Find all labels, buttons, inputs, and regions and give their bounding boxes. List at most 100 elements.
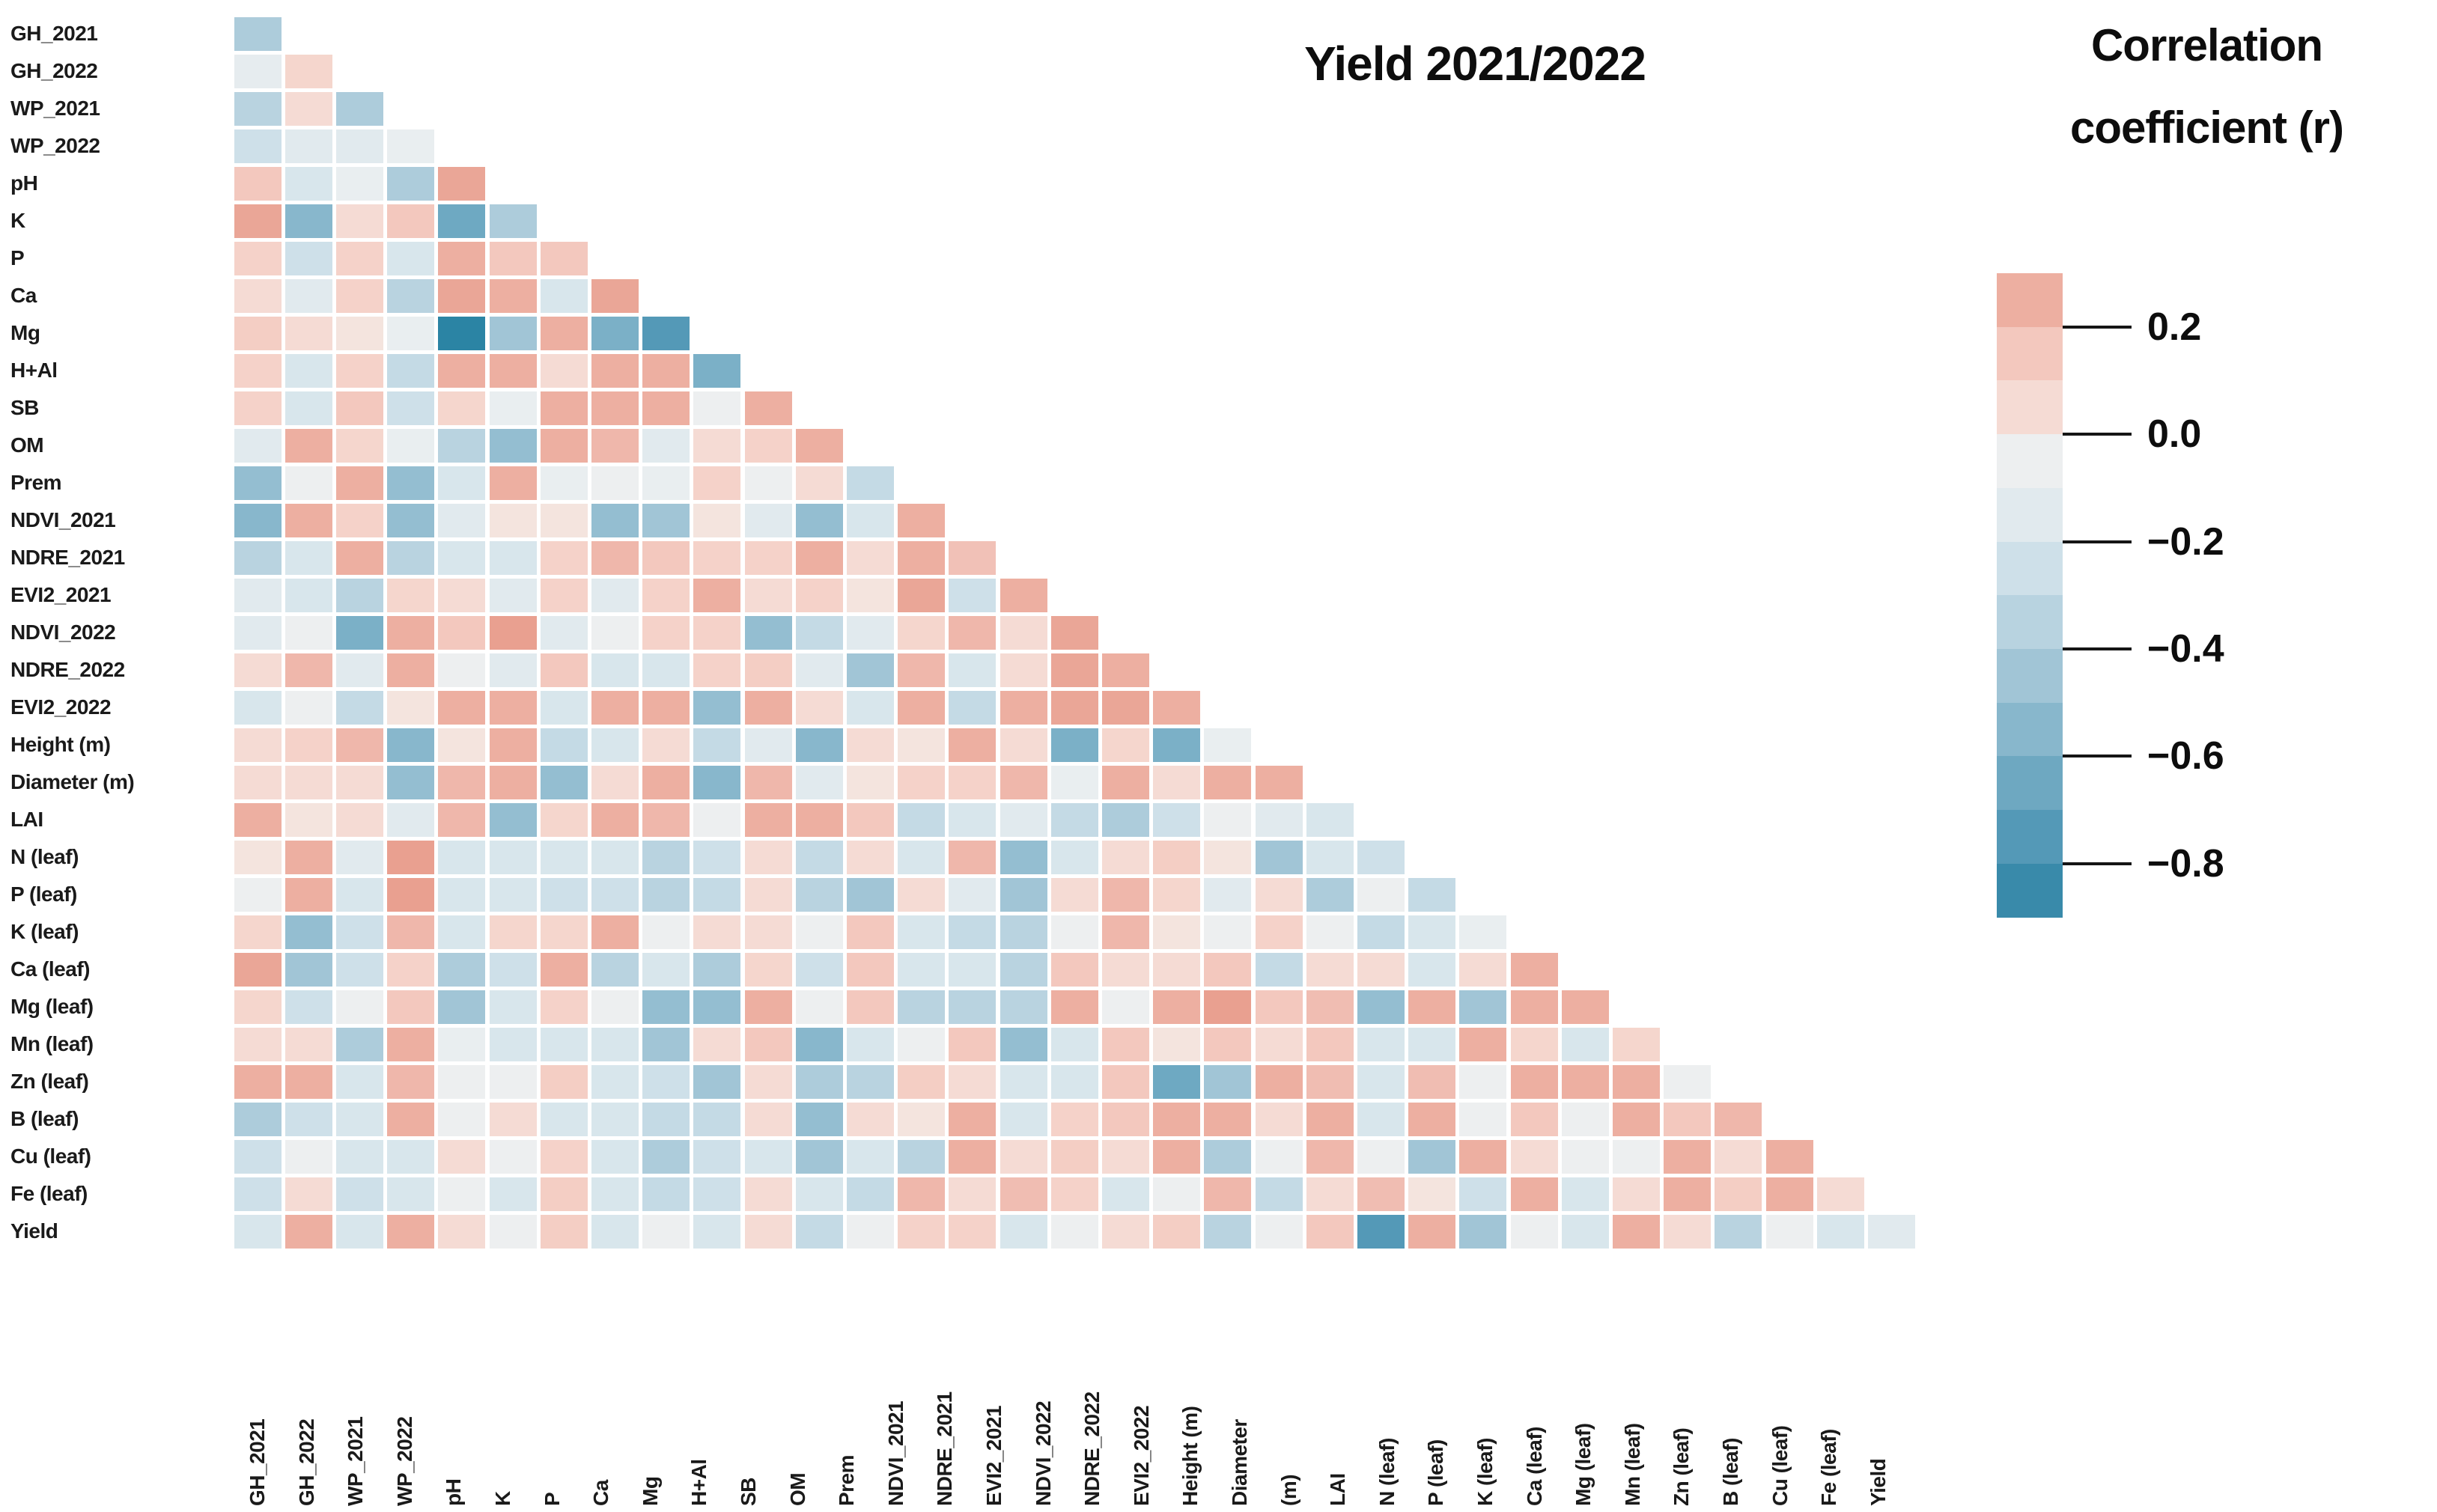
- heatmap-cell: [1306, 1027, 1354, 1061]
- heatmap-cell: [744, 653, 792, 687]
- heatmap-cell: [335, 952, 384, 987]
- heatmap-cell: [1101, 1214, 1150, 1249]
- heatmap-cell: [591, 578, 639, 612]
- heatmap-cell: [591, 428, 639, 463]
- heatmap-cell: [387, 391, 435, 425]
- heatmap-cell: [489, 540, 537, 575]
- colorbar-segment: [1997, 434, 2063, 489]
- heatmap-cell: [540, 653, 588, 687]
- heatmap-cell: [693, 540, 741, 575]
- heatmap-cell: [387, 353, 435, 388]
- heatmap-cell: [1459, 1064, 1507, 1099]
- heatmap-cell: [540, 765, 588, 799]
- heatmap-cell: [438, 877, 486, 912]
- heatmap-cell: [642, 578, 690, 612]
- colorbar-segment: [1997, 702, 2063, 757]
- heatmap-cell: [387, 129, 435, 163]
- heatmap-cell: [540, 915, 588, 949]
- heatmap-cell: [1561, 1064, 1609, 1099]
- colorbar-segment: [1997, 273, 2063, 328]
- x-axis-label: Mn (leaf): [1620, 1423, 1644, 1506]
- heatmap-cell: [540, 802, 588, 837]
- heatmap-cell: [1000, 1177, 1047, 1211]
- heatmap-cell: [1000, 1139, 1047, 1174]
- heatmap-cell: [285, 391, 332, 425]
- heatmap-cell: [642, 316, 690, 350]
- heatmap-cell: [438, 540, 486, 575]
- heatmap-cell: [1765, 1139, 1813, 1174]
- heatmap-cell: [1306, 990, 1354, 1024]
- heatmap-cell: [438, 840, 486, 874]
- x-axis-label: LAI: [1326, 1473, 1350, 1506]
- y-axis-label: EVI2_2021: [10, 583, 112, 606]
- y-axis-label: GH_2022: [10, 59, 98, 82]
- heatmap-cell: [591, 1102, 639, 1136]
- x-axis-label: Ca: [589, 1480, 613, 1506]
- heatmap-cell: [1050, 615, 1098, 650]
- heatmap-cell: [1459, 1177, 1507, 1211]
- heatmap-cell: [1408, 1139, 1456, 1174]
- heatmap-cell: [489, 1214, 537, 1249]
- heatmap-cell: [949, 840, 997, 874]
- heatmap-cell: [285, 129, 332, 163]
- heatmap-cell: [489, 877, 537, 912]
- heatmap-cell: [285, 278, 332, 313]
- heatmap-cell: [387, 1139, 435, 1174]
- heatmap-cell: [642, 1214, 690, 1249]
- x-axis-label: Fe (leaf): [1817, 1429, 1841, 1506]
- heatmap-cell: [489, 1177, 537, 1211]
- heatmap-cell: [489, 241, 537, 275]
- x-axis-label: NDVI_2022: [1031, 1400, 1055, 1506]
- heatmap-cell: [1357, 990, 1405, 1024]
- heatmap-cell: [438, 1214, 486, 1249]
- heatmap-cell: [540, 1064, 588, 1099]
- heatmap-cell: [1101, 915, 1150, 949]
- y-axis-label: Cu (leaf): [10, 1144, 91, 1168]
- heatmap-cell: [1459, 990, 1507, 1024]
- heatmap-cell: [1255, 765, 1303, 799]
- heatmap-cell: [591, 540, 639, 575]
- heatmap-cell: [234, 952, 282, 987]
- heatmap-cell: [949, 728, 997, 762]
- heatmap-cell: [642, 728, 690, 762]
- heatmap-cell: [335, 915, 384, 949]
- heatmap-cell: [285, 952, 332, 987]
- heatmap-cell: [335, 728, 384, 762]
- y-axis-label: pH: [10, 171, 38, 195]
- heatmap-cell: [642, 915, 690, 949]
- heatmap-cell: [1306, 877, 1354, 912]
- heatmap-cell: [1050, 1177, 1098, 1211]
- heatmap-cell: [387, 540, 435, 575]
- heatmap-cell: [1408, 877, 1456, 912]
- heatmap-cell: [591, 353, 639, 388]
- heatmap-cell: [234, 241, 282, 275]
- y-axis-label: H+Al: [10, 359, 58, 382]
- heatmap-cell: [285, 166, 332, 201]
- y-axis-label: NDVI_2021: [10, 508, 116, 531]
- heatmap-cell: [591, 653, 639, 687]
- y-axis-label: WP_2022: [10, 134, 100, 157]
- heatmap-cell: [846, 540, 895, 575]
- heatmap-cell: [335, 840, 384, 874]
- heatmap-cell: [1204, 802, 1252, 837]
- heatmap-cell: [846, 615, 895, 650]
- y-axis-label: SB: [10, 396, 39, 419]
- heatmap-cell: [489, 428, 537, 463]
- heatmap-cell: [387, 204, 435, 238]
- heatmap-cell: [438, 690, 486, 725]
- heatmap-cell: [1000, 653, 1047, 687]
- heatmap-cell: [387, 952, 435, 987]
- x-axis-label: WP_2021: [344, 1416, 368, 1506]
- heatmap-cell: [642, 503, 690, 537]
- heatmap-cell: [744, 503, 792, 537]
- heatmap-cell: [1000, 990, 1047, 1024]
- heatmap-cell: [693, 728, 741, 762]
- x-axis-label: Mg (leaf): [1572, 1423, 1595, 1506]
- heatmap-cell: [540, 428, 588, 463]
- heatmap-cell: [489, 316, 537, 350]
- heatmap-cell: [795, 1139, 843, 1174]
- heatmap-cell: [1510, 1064, 1558, 1099]
- heatmap-cell: [1050, 802, 1098, 837]
- heatmap-cell: [387, 990, 435, 1024]
- heatmap-cell: [335, 615, 384, 650]
